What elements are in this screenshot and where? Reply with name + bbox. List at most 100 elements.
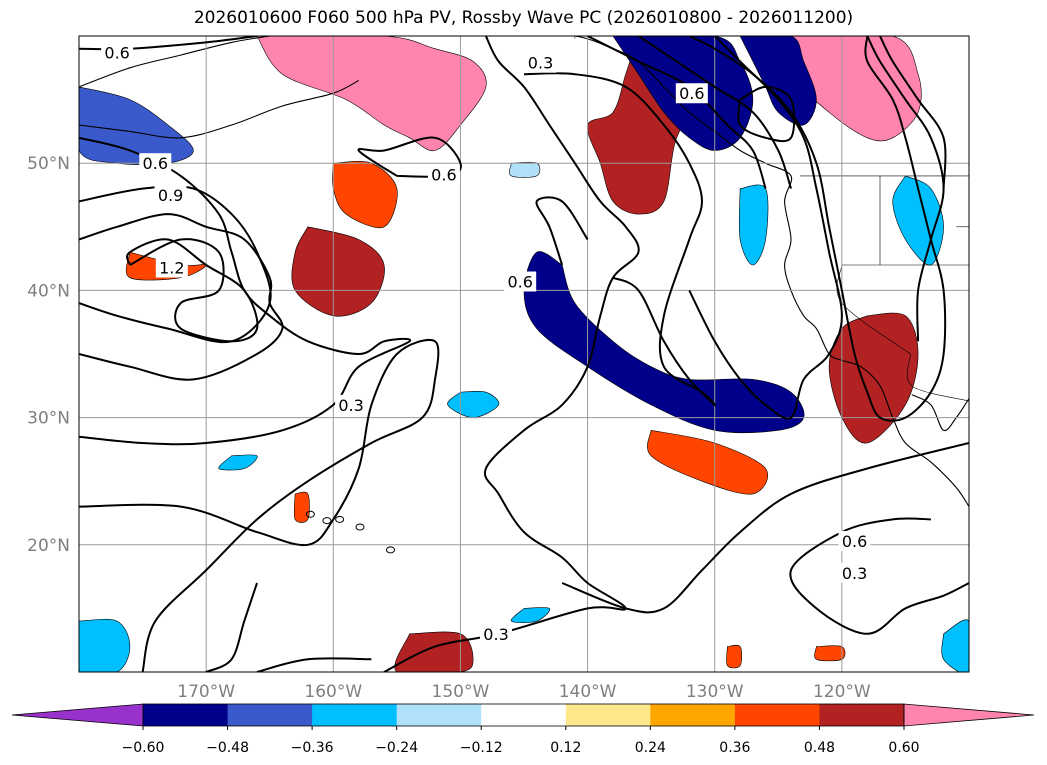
contour-label-bg bbox=[838, 562, 871, 583]
pv-contour-line bbox=[523, 72, 717, 407]
pv-contour-line bbox=[79, 136, 412, 446]
contour-label-bg bbox=[335, 394, 368, 415]
island bbox=[335, 515, 345, 523]
pv-contour-line bbox=[561, 442, 969, 614]
contour-label-bg bbox=[154, 185, 187, 205]
colorbar-tick-label: −0.12 bbox=[460, 740, 503, 756]
contour-label-bg bbox=[101, 42, 134, 63]
colorbar-tick-labels: −0.60 −0.48 −0.36 −0.24 −0.12 0.12 0.24 0.36 0.4… bbox=[122, 726, 920, 756]
contour-label: 0.3 bbox=[842, 564, 867, 583]
lat-tick-label: 20°N bbox=[27, 536, 70, 556]
pv-contour-line bbox=[205, 582, 258, 672]
contour-label-bg bbox=[838, 530, 871, 551]
colorbar-tick-label: 0.12 bbox=[550, 740, 581, 756]
lat-tick-label: 30°N bbox=[27, 409, 70, 429]
colorbar-segment bbox=[734, 704, 820, 726]
lon-tick-label: 170°W bbox=[177, 682, 235, 702]
coastline bbox=[79, 36, 270, 88]
lat-tick-label: 40°N bbox=[27, 281, 70, 301]
pv-feature bbox=[739, 36, 817, 126]
colorbar-segment bbox=[227, 704, 313, 726]
chart-title: 2026010600 F060 500 hPa PV, Rossby Wave … bbox=[193, 8, 854, 28]
pv-feature bbox=[293, 491, 310, 523]
contour-label: 0.3 bbox=[528, 54, 553, 73]
colorbar-tick-label: 0.60 bbox=[888, 740, 919, 756]
pv-contour-line bbox=[789, 517, 969, 635]
colorbar-tick-label: 0.36 bbox=[719, 740, 750, 756]
colorbar-extend-low bbox=[11, 703, 144, 727]
contour-label: 0.6 bbox=[842, 532, 867, 551]
contour-label: 0.6 bbox=[679, 84, 704, 103]
contour-label-bg bbox=[155, 257, 188, 278]
lon-tick-label: 130°W bbox=[686, 682, 744, 702]
contour-label-bg bbox=[675, 83, 708, 104]
colorbar-segment bbox=[312, 704, 398, 726]
pv-contour-line bbox=[79, 213, 284, 381]
lon-tick-label: 160°W bbox=[304, 682, 362, 702]
lon-tick-label: 150°W bbox=[432, 682, 490, 702]
contour-label: 0.6 bbox=[104, 44, 129, 63]
colorbar-segment bbox=[650, 704, 736, 726]
colorbar-tick-label: 0.24 bbox=[635, 740, 666, 756]
contour-label: 0.9 bbox=[158, 186, 183, 205]
pv-contour-line bbox=[637, 36, 792, 189]
contour-label-bg bbox=[480, 623, 513, 644]
pv-feature bbox=[79, 618, 131, 672]
contour-label-bg bbox=[524, 52, 557, 73]
pv-filled-features bbox=[79, 36, 969, 672]
pv-contour-line bbox=[256, 657, 372, 672]
colorbar-tick-label: −0.60 bbox=[122, 740, 165, 756]
contour-label: 0.6 bbox=[507, 272, 532, 291]
pv-feature bbox=[256, 36, 487, 152]
colorbar-extend-high bbox=[903, 703, 1035, 727]
longitude-tick-labels: 170°W 160°W 150°W 140°W 130°W 120°W bbox=[177, 682, 871, 702]
colorbar-segment bbox=[481, 704, 567, 726]
colorbar-segment bbox=[565, 704, 651, 726]
lon-tick-label: 140°W bbox=[559, 682, 617, 702]
island bbox=[386, 546, 395, 554]
lat-tick-label: 50°N bbox=[27, 154, 70, 174]
pv-feature bbox=[291, 226, 385, 317]
contour-label-bg bbox=[139, 153, 172, 174]
colorbar-segment bbox=[819, 704, 905, 726]
pv-feature bbox=[510, 607, 551, 623]
colorbar-segments bbox=[11, 703, 1035, 727]
pv-contour-line bbox=[688, 36, 843, 420]
pv-contour-line bbox=[383, 36, 640, 672]
island bbox=[322, 517, 332, 525]
island bbox=[305, 510, 315, 518]
pv-feature bbox=[509, 161, 541, 178]
island bbox=[355, 523, 365, 531]
pv-feature bbox=[523, 251, 805, 434]
contour-label: 0.6 bbox=[143, 154, 168, 173]
pv-contour-line bbox=[535, 196, 589, 266]
latitude-tick-labels: 20°N 30°N 40°N 50°N bbox=[27, 154, 70, 556]
contour-labels: 0.6 0.6 0.9 1.2 0.6 0.3 0.6 0.6 0.3 0.3 0.6 0.3 bbox=[101, 42, 871, 644]
contour-label-bg bbox=[427, 164, 460, 185]
pv-contour-line bbox=[79, 338, 440, 672]
contour-label-bg bbox=[504, 271, 537, 292]
plot-background bbox=[79, 36, 969, 672]
pv-contour-line bbox=[126, 238, 259, 343]
pv-feature bbox=[218, 454, 258, 471]
pv-contour-line bbox=[79, 36, 258, 51]
pv-contour-line bbox=[737, 85, 796, 143]
colorbar-tick-label: −0.48 bbox=[206, 740, 249, 756]
pv-feature bbox=[941, 619, 969, 672]
contour-label: 0.6 bbox=[431, 166, 456, 185]
pv-contour-line bbox=[866, 36, 945, 342]
boundary-line bbox=[906, 353, 969, 402]
colorbar-outline bbox=[142, 703, 905, 727]
contour-label: 1.2 bbox=[159, 259, 184, 278]
colorbar-segment bbox=[143, 704, 229, 726]
colorbar-tick-label: −0.24 bbox=[375, 740, 418, 756]
colorbar-tick-label: −0.36 bbox=[291, 740, 334, 756]
colorbar-tick-label: 0.48 bbox=[804, 740, 835, 756]
pv-feature bbox=[726, 644, 743, 669]
colorbar-segment bbox=[396, 704, 482, 726]
pv-contour-line bbox=[587, 36, 767, 189]
plot-frame bbox=[78, 35, 970, 673]
contour-label: 0.3 bbox=[338, 396, 363, 415]
